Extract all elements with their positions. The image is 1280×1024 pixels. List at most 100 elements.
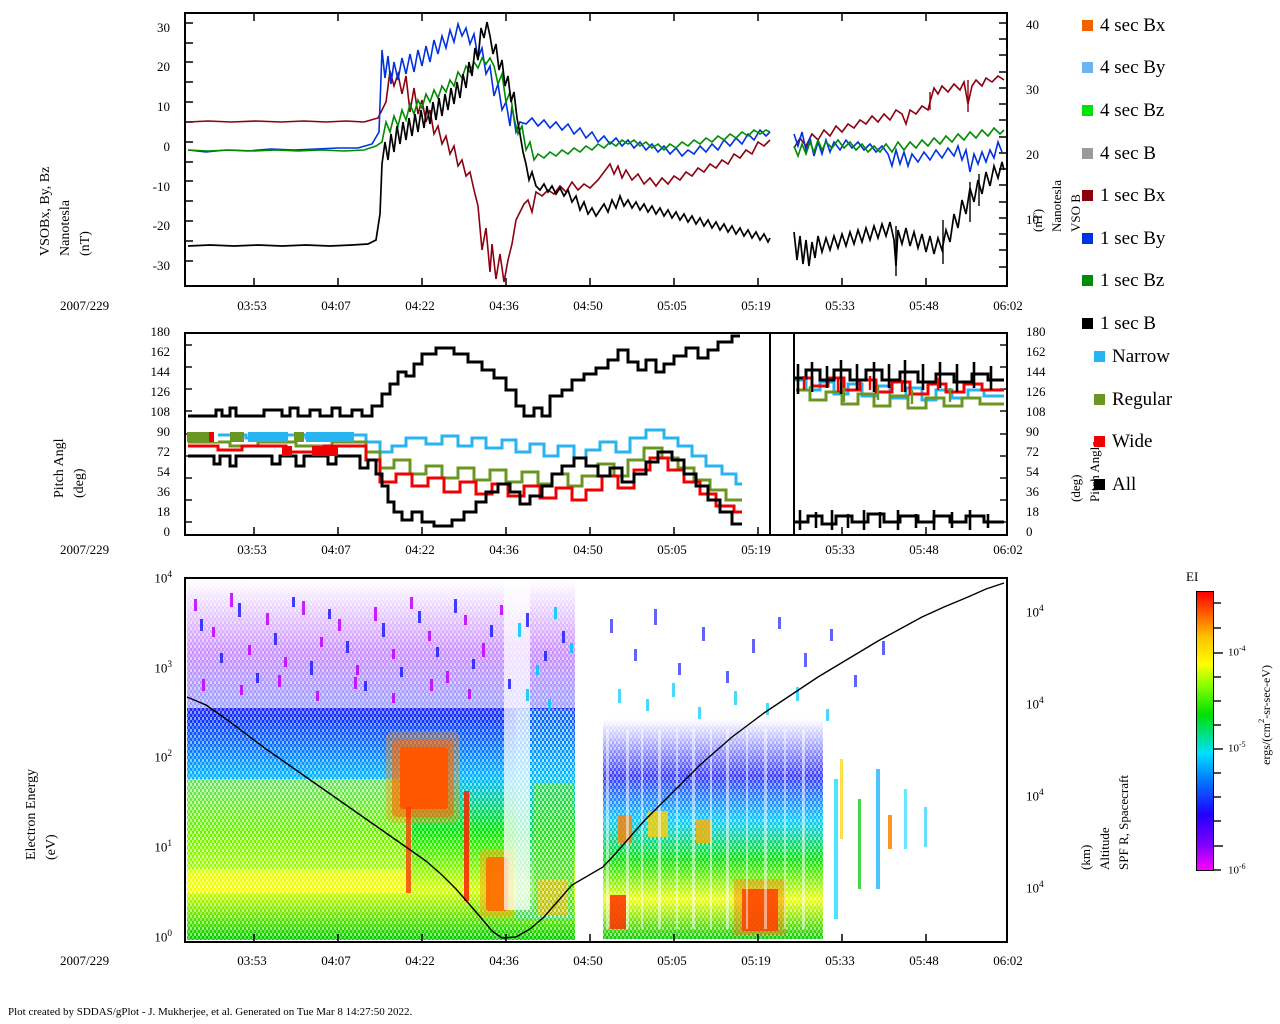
panel2-xtick-9: 06:02 (993, 542, 1023, 557)
panel2-ytick-0: 0 (163, 524, 171, 539)
panel2-ytick-90: 90 (157, 424, 170, 439)
panel3-right-axis-title: (km) Altitude SPF R, Spacecraft (1078, 775, 1131, 870)
panel2-y2tick-90: 90 (1026, 424, 1039, 439)
panel3-y2tick-2: 104 (1026, 788, 1044, 804)
legend-item-all[interactable]: All (1094, 475, 1136, 494)
panel3-ytick-1e4: 104 (154, 570, 172, 586)
panel2-y2tick-18: 18 (1026, 504, 1039, 519)
panel2-ytick-54: 54 (157, 464, 170, 479)
legend-item-1sec-bx[interactable]: 1 sec Bx (1082, 186, 1165, 205)
panel-pitch-angle: Pitch Angl (deg) 180 162 144 126 108 90 … (0, 320, 1102, 565)
legend-label-wide: Wide (1112, 431, 1153, 452)
panel2-y2tick-54: 54 (1026, 464, 1039, 479)
panel3-xtick-6: 05:19 (741, 953, 771, 968)
panel3-data-gap (575, 580, 603, 940)
legend-item-regular[interactable]: Regular (1094, 390, 1172, 409)
panel1-traces (186, 14, 1006, 285)
trace-1sec-b (187, 21, 771, 247)
legend: 4 sec Bx 4 sec By 4 sec Bz 4 sec B 1 sec… (1080, 0, 1280, 500)
colorbar-group: EI 10-4 10-5 10-6 ergs/(cm2-sr-sec-eV) (1150, 565, 1280, 945)
legend-label-all: All (1112, 474, 1137, 495)
legend-swatch-regular (1094, 394, 1105, 405)
panel2-xtick-0: 03:53 (237, 542, 267, 557)
panel1-ytick-m30: -30 (152, 258, 170, 273)
panel1-xtick-0: 03:53 (237, 298, 267, 313)
pitch-block-wide3 (312, 446, 338, 456)
panel2-y2tick-72: 72 (1026, 444, 1039, 459)
legend-swatch-all (1094, 479, 1105, 490)
panel2-traces (186, 334, 1006, 534)
colorbar-units-label: ergs/(cm2-sr-sec-eV) (1256, 665, 1273, 765)
panel2-y2tick-162: 162 (1026, 344, 1046, 359)
panel3-ytick-1e2: 102 (154, 749, 172, 765)
panel2-ytick-162: 162 (150, 344, 171, 359)
colorbar-tick-1e-6: 10-6 (1228, 862, 1246, 877)
panel1-xtick-8: 05:48 (909, 298, 939, 313)
panel2-xtick-6: 05:19 (741, 542, 771, 557)
panel1-left-axis-title: VSOBx, By, Bz Nanotesla (nT) (38, 166, 93, 256)
spectrogram-right (603, 609, 927, 939)
legend-item-narrow[interactable]: Narrow (1094, 347, 1170, 366)
pitch-block-narrow2 (306, 432, 354, 442)
panel1-xtick-6: 05:19 (741, 298, 771, 313)
pitch-block-regular2 (230, 432, 244, 442)
panel2-ytick-180: 180 (150, 324, 171, 339)
colorbar-tick-1e-5: 10-5 (1228, 740, 1246, 755)
panel1-ytick-0: 0 (163, 139, 171, 154)
panel2-date-label: 2007/229 (60, 542, 110, 557)
panel2-y2tick-36: 36 (1026, 484, 1039, 499)
colorbar-tick-1e-4: 10-4 (1228, 644, 1246, 659)
legend-item-1sec-b[interactable]: 1 sec B (1082, 314, 1156, 333)
panel-magnetic-field: VSOBx, By, Bz Nanotesla (nT) 30 20 10 0 … (0, 0, 1083, 320)
panel2-y2tick-144: 144 (1026, 364, 1046, 379)
panel2-plot-area (184, 332, 1008, 536)
panel2-ytick-36: 36 (157, 484, 170, 499)
panel3-xtick-0: 03:53 (237, 953, 267, 968)
trace-1sec-bz (187, 56, 771, 163)
panel3-date-label: 2007/229 (60, 953, 110, 968)
panel1-xtick-1: 04:07 (321, 298, 351, 313)
legend-swatch-4sec-by (1082, 62, 1093, 73)
panel3-ytick-1e3: 103 (154, 660, 172, 676)
pitch-block-regular (187, 432, 209, 442)
legend-item-wide[interactable]: Wide (1094, 432, 1152, 451)
legend-label-1sec-bx: 1 sec Bx (1100, 185, 1166, 206)
panel1-xtick-5: 05:05 (657, 298, 687, 313)
legend-item-4sec-bx[interactable]: 4 sec Bx (1082, 16, 1165, 35)
colorbar-ticks (1214, 602, 1223, 871)
panel3-y2tick-0: 104 (1026, 604, 1044, 620)
panel1-y2tick-20: 20 (1026, 147, 1039, 162)
panel3-xtick-5: 05:05 (657, 953, 687, 968)
pitch-block-regular3 (294, 432, 304, 442)
legend-swatch-narrow (1094, 351, 1105, 362)
pitch-block-narrow (248, 432, 288, 442)
panel3-xtick-7: 05:33 (825, 953, 855, 968)
legend-item-4sec-bz[interactable]: 4 sec Bz (1082, 101, 1164, 120)
panel1-y2tick-30: 30 (1026, 82, 1039, 97)
trace-pitch-narrow (188, 428, 742, 486)
panel3-ytick-1e0: 100 (154, 929, 172, 945)
trace-pitch-upper-all (188, 334, 740, 418)
legend-item-1sec-bz[interactable]: 1 sec Bz (1082, 271, 1164, 290)
legend-item-1sec-by[interactable]: 1 sec By (1082, 229, 1165, 248)
panel1-xtick-9: 06:02 (993, 298, 1023, 313)
panel1-xtick-7: 05:33 (825, 298, 855, 313)
trace-1sec-bx (187, 70, 771, 283)
spacecraft-altitude-curve (186, 582, 1005, 939)
panel3-xtick-1: 04:07 (321, 953, 351, 968)
panel1-xtick-2: 04:22 (405, 298, 435, 313)
panel3-xtick-3: 04:36 (489, 953, 519, 968)
colorbar (1196, 591, 1214, 871)
panel3-spectrogram (186, 580, 1005, 941)
colorbar-title: EI (1186, 569, 1199, 584)
legend-item-4sec-by[interactable]: 4 sec By (1082, 58, 1165, 77)
panel1-ytick-m20: -20 (152, 218, 170, 233)
legend-label-4sec-b: 4 sec B (1100, 143, 1156, 164)
panel2-xtick-4: 04:50 (573, 542, 603, 557)
legend-label-4sec-by: 4 sec By (1100, 57, 1166, 78)
legend-item-4sec-b[interactable]: 4 sec B (1082, 144, 1156, 163)
trace-pitch-upper-all-b (794, 368, 1004, 384)
panel2-xtick-8: 05:48 (909, 542, 939, 557)
panel3-xtick-9: 06:02 (993, 953, 1023, 968)
trace-1sec-by (187, 21, 771, 158)
